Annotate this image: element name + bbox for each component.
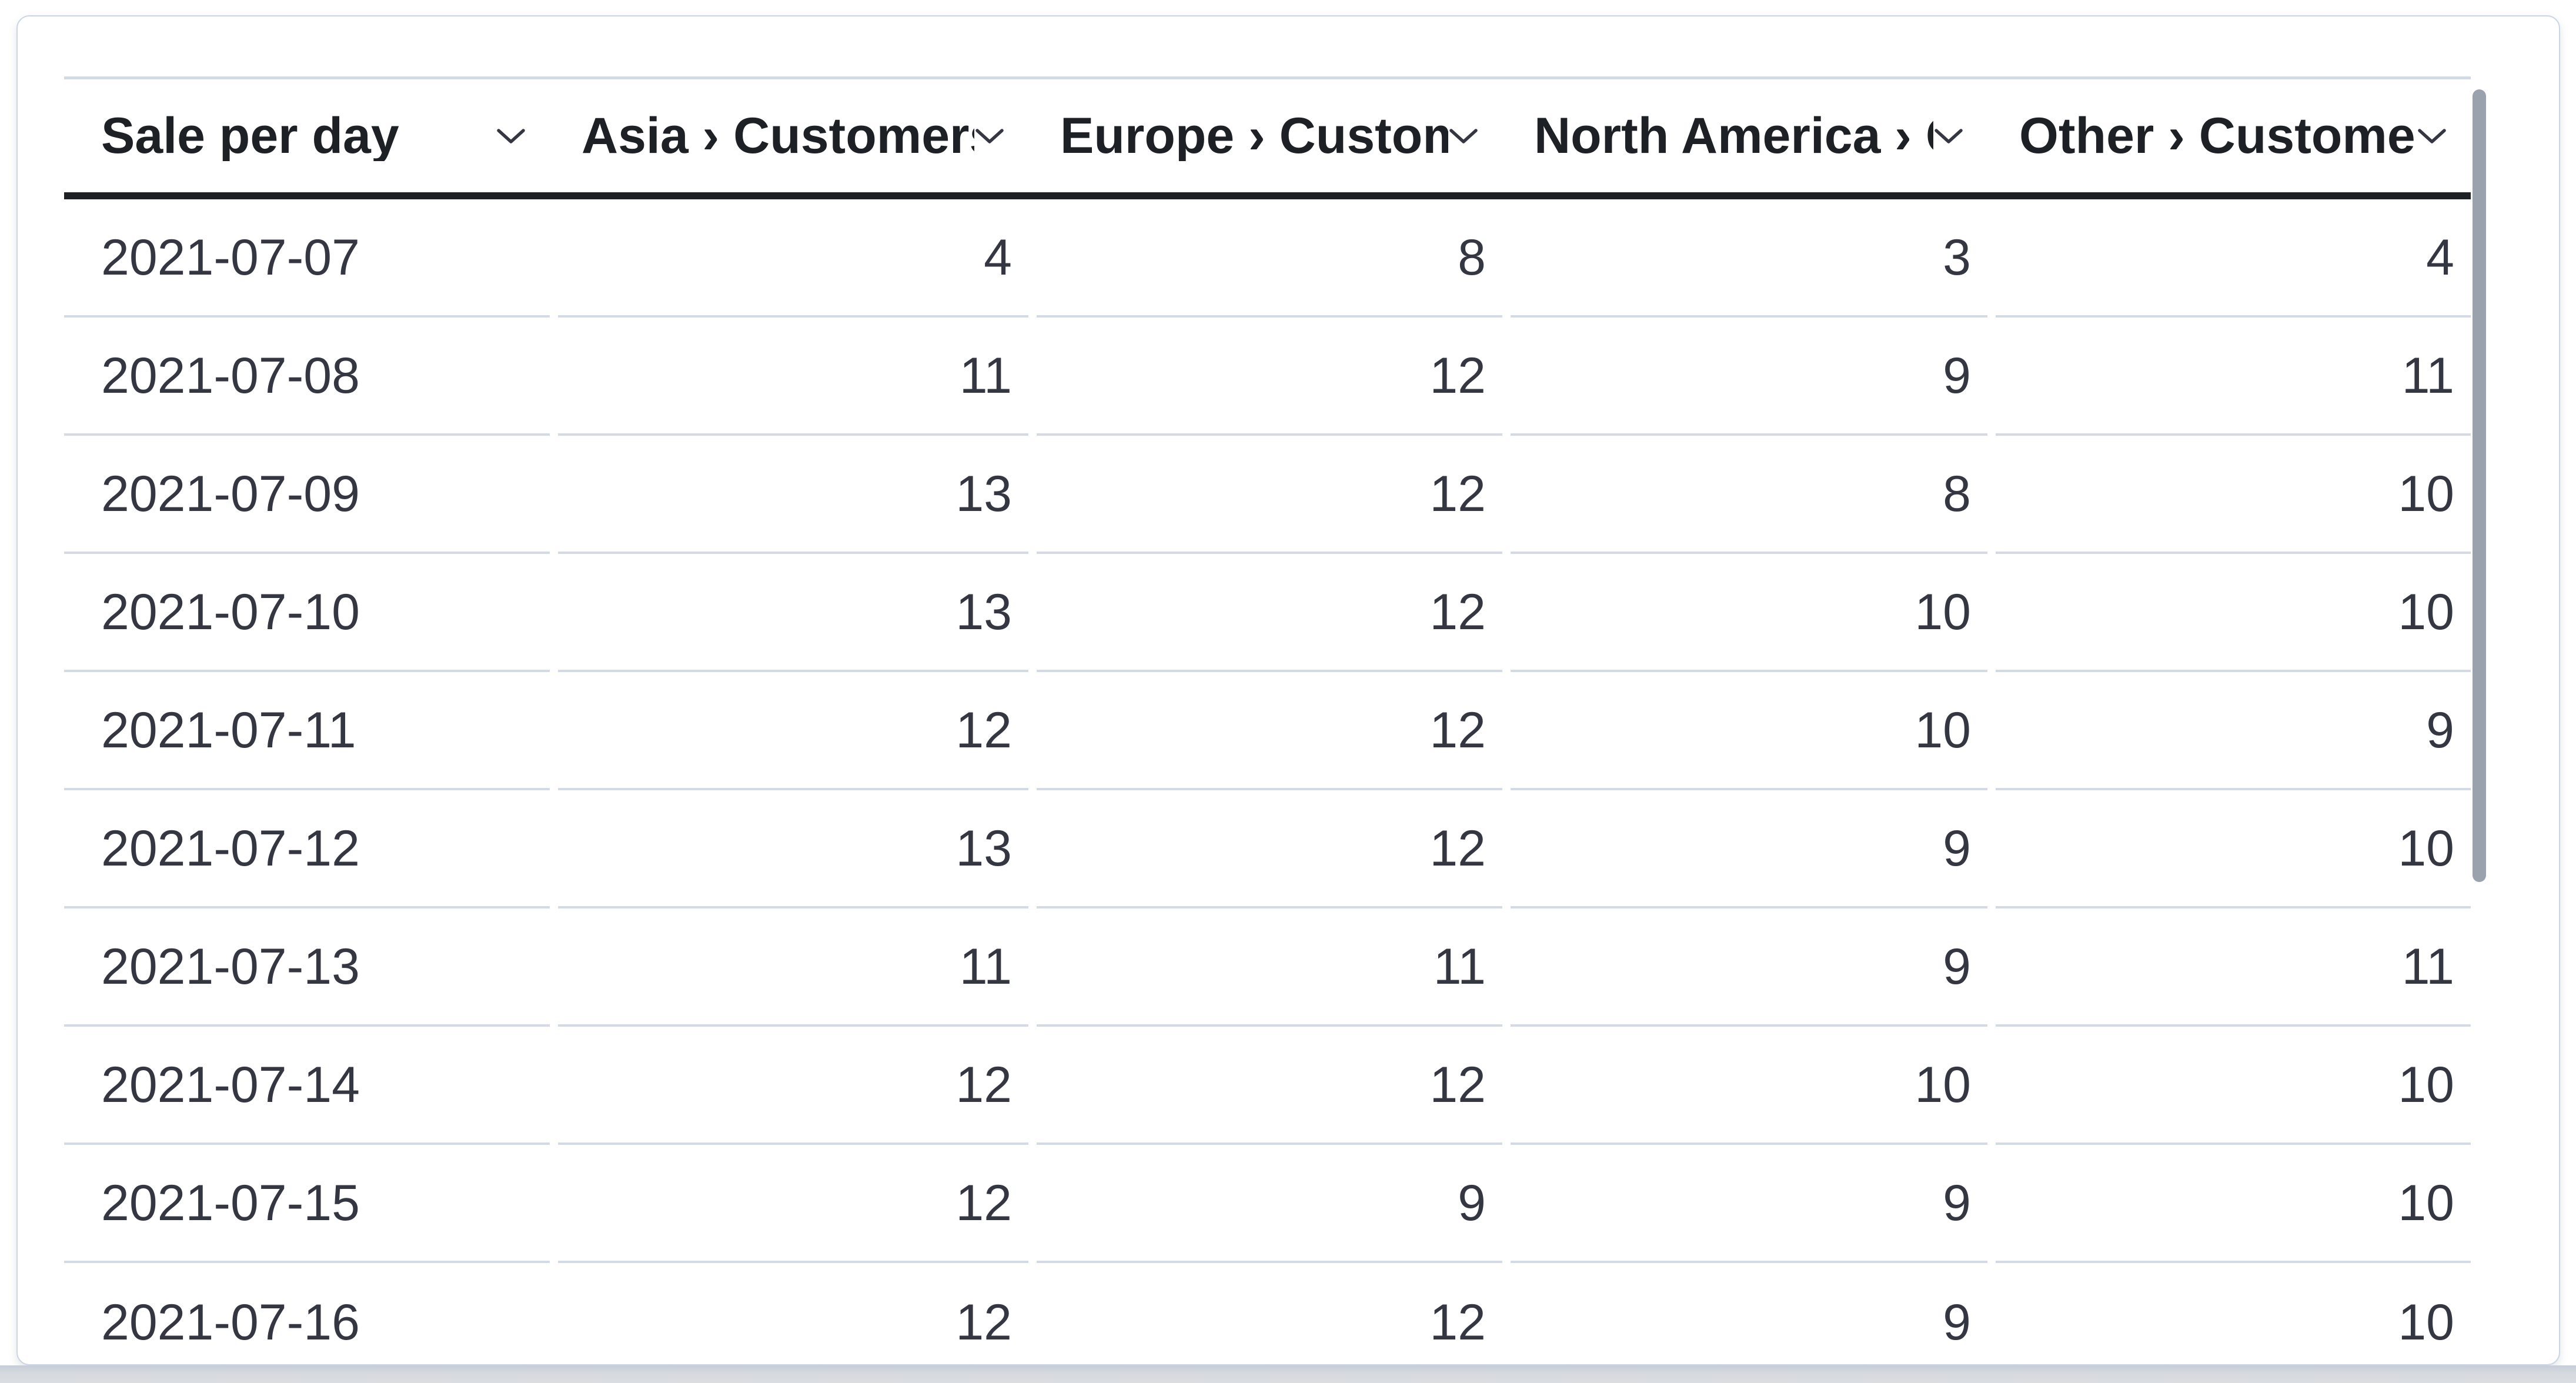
chevron-down-icon[interactable] xyxy=(1448,126,1479,145)
table-cell-value: 12 xyxy=(955,1294,1012,1351)
data-table-panel: Sale per day Asia › Customers Europe › C… xyxy=(16,15,2560,1365)
table-cell-value: 10 xyxy=(1511,672,1987,790)
column-header-label: Other › Customers xyxy=(2019,111,2417,161)
table-cell-date: 2021-07-07 xyxy=(64,199,550,318)
table-row: 2021-07-12 13 12 9 10 xyxy=(64,790,2471,908)
chevron-down-icon[interactable] xyxy=(496,126,526,145)
table-row: 2021-07-10 13 12 10 10 xyxy=(64,554,2471,672)
column-header-asia-customers[interactable]: Asia › Customers xyxy=(558,79,1028,192)
table-cell-value: 8 xyxy=(1511,436,1987,554)
table-cell-value: 11 xyxy=(1996,318,2471,436)
table-cell-value: 4 xyxy=(558,199,1028,318)
table-cell-value: 12 xyxy=(1037,1027,1502,1145)
chevron-down-icon[interactable] xyxy=(974,126,1005,145)
table-cell-date: 2021-07-14 xyxy=(64,1027,550,1145)
page-background-strip xyxy=(0,1365,2576,1383)
table-cell-value: 13 xyxy=(558,554,1028,672)
table-cell-value: 9 xyxy=(1511,790,1987,908)
column-header-other-customers[interactable]: Other › Customers xyxy=(1996,79,2471,192)
table-cell-date: 2021-07-09 xyxy=(64,436,550,554)
table-cell-value: 4 xyxy=(1996,199,2471,318)
table-cell-value: 9 xyxy=(1511,318,1987,436)
table-cell-value: 9 xyxy=(1996,672,2471,790)
table-cell-value: 10 xyxy=(1996,1145,2471,1263)
table-cell-value: 12 xyxy=(558,1027,1028,1145)
table-cell-value: 11 xyxy=(558,908,1028,1027)
table-cell-value: 12 xyxy=(1037,672,1502,790)
table-cell-value: 11 xyxy=(558,318,1028,436)
chevron-down-icon[interactable] xyxy=(2417,126,2447,145)
column-header-label: Asia › Customers xyxy=(582,111,974,161)
table-cell-value: 9 xyxy=(1037,1145,1502,1263)
table-cell-value: 12 xyxy=(1037,790,1502,908)
table-cell-value: 9 xyxy=(1511,1145,1987,1263)
table-cell-date: 2021-07-13 xyxy=(64,908,550,1027)
column-header-north-america-customers[interactable]: North America › Customers xyxy=(1511,79,1987,192)
table-cell-date: 2021-07-16 xyxy=(101,1294,360,1351)
table-cell-date: 2021-07-08 xyxy=(64,318,550,436)
table-cell-value: 10 xyxy=(1511,554,1987,672)
table-cell-value: 10 xyxy=(1511,1027,1987,1145)
table-cell-date: 2021-07-10 xyxy=(64,554,550,672)
chevron-down-icon[interactable] xyxy=(1933,126,1964,145)
table-cell-value: 12 xyxy=(1429,1294,1486,1351)
table-cell-date: 2021-07-15 xyxy=(64,1145,550,1263)
data-table: Sale per day Asia › Customers Europe › C… xyxy=(64,76,2471,1364)
table-row: 2021-07-16 12 12 9 10 xyxy=(64,1263,2471,1364)
column-header-label: North America › Customers xyxy=(1534,111,1933,161)
table-cell-value: 11 xyxy=(1996,908,2471,1027)
table-row: 2021-07-14 12 12 10 10 xyxy=(64,1027,2471,1145)
table-cell-value: 10 xyxy=(1996,554,2471,672)
table-cell-value: 13 xyxy=(558,436,1028,554)
table-cell-value: 12 xyxy=(1037,436,1502,554)
table-cell-value: 9 xyxy=(1511,908,1987,1027)
table-row: 2021-07-09 13 12 8 10 xyxy=(64,436,2471,554)
table-cell-value: 11 xyxy=(1037,908,1502,1027)
table-row: 2021-07-15 12 9 9 10 xyxy=(64,1145,2471,1263)
table-cell-value: 13 xyxy=(558,790,1028,908)
table-header-row: Sale per day Asia › Customers Europe › C… xyxy=(64,76,2471,199)
table-row: 2021-07-07 4 8 3 4 xyxy=(64,199,2471,318)
table-cell-value: 12 xyxy=(1037,318,1502,436)
table-row: 2021-07-13 11 11 9 11 xyxy=(64,908,2471,1027)
column-header-europe-customers[interactable]: Europe › Customers xyxy=(1037,79,1502,192)
table-cell-value: 10 xyxy=(2398,1294,2454,1351)
table-cell-value: 12 xyxy=(558,1145,1028,1263)
table-cell-value: 10 xyxy=(1996,1027,2471,1145)
table-cell-value: 10 xyxy=(1996,790,2471,908)
table-cell-value: 8 xyxy=(1037,199,1502,318)
table-row: 2021-07-08 11 12 9 11 xyxy=(64,318,2471,436)
table-cell-value: 12 xyxy=(1037,554,1502,672)
table-cell-date: 2021-07-12 xyxy=(64,790,550,908)
column-header-label: Sale per day xyxy=(101,111,399,161)
column-header-label: Europe › Customers xyxy=(1060,111,1448,161)
table-cell-value: 12 xyxy=(558,672,1028,790)
vertical-scrollbar-thumb[interactable] xyxy=(2473,89,2486,882)
table-cell-date: 2021-07-11 xyxy=(64,672,550,790)
table-row: 2021-07-11 12 12 10 9 xyxy=(64,672,2471,790)
table-cell-value: 3 xyxy=(1511,199,1987,318)
column-header-sale-per-day[interactable]: Sale per day xyxy=(64,79,550,192)
table-cell-value: 9 xyxy=(1943,1294,1971,1351)
table-cell-value: 10 xyxy=(1996,436,2471,554)
